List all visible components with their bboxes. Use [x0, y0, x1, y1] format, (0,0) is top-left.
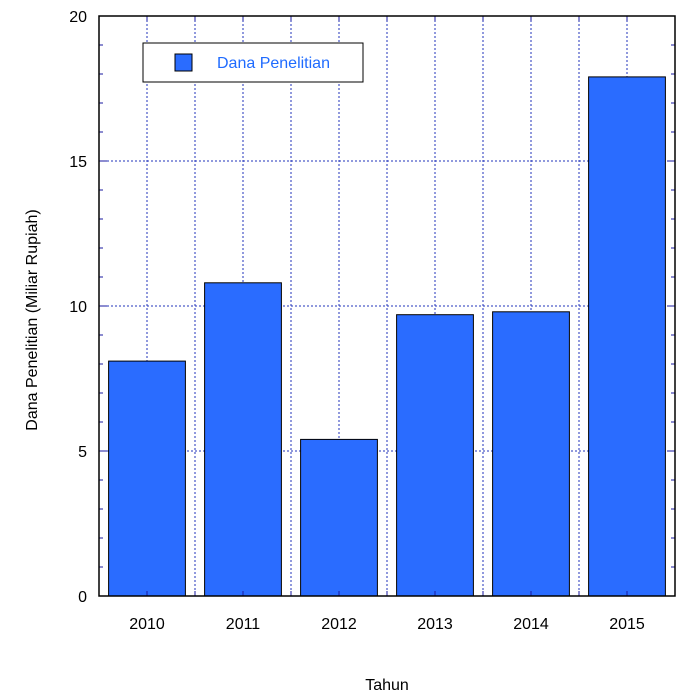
x-tick-labels: 2010 2011 2012 2013 2014 2015 — [129, 616, 645, 633]
y-tick-label: 20 — [69, 9, 87, 26]
bar-2015 — [588, 76, 666, 597]
y-tick-labels: 0 5 10 15 20 — [69, 9, 87, 606]
x-tick-label-2015: 2015 — [609, 616, 645, 633]
bar-2012 — [300, 438, 378, 597]
bar-2010 — [108, 360, 186, 597]
y-tick-label: 10 — [69, 299, 87, 316]
x-tick-label-2012: 2012 — [321, 616, 357, 633]
y-tick-label: 5 — [78, 444, 87, 461]
bar-2013 — [396, 314, 474, 597]
legend-swatch — [174, 53, 193, 72]
plot-frame — [98, 15, 676, 597]
y-axis-title: Dana Penelitian (Miliar Rupiah) — [24, 209, 41, 430]
legend-label: Dana Penelitian — [217, 55, 330, 72]
x-tick-label-2014: 2014 — [513, 616, 549, 633]
y-tick-label: 0 — [78, 589, 87, 606]
y-tick-label: 15 — [69, 154, 87, 171]
legend: Dana Penelitian — [142, 42, 364, 83]
x-tick-label-2010: 2010 — [129, 616, 165, 633]
bars — [108, 76, 666, 597]
bar-2011 — [204, 282, 282, 597]
x-tick-label-2013: 2013 — [417, 616, 453, 633]
bar-2014 — [492, 311, 570, 597]
x-tick-label-2011: 2011 — [226, 616, 261, 633]
x-axis-title: Tahun — [365, 677, 409, 694]
